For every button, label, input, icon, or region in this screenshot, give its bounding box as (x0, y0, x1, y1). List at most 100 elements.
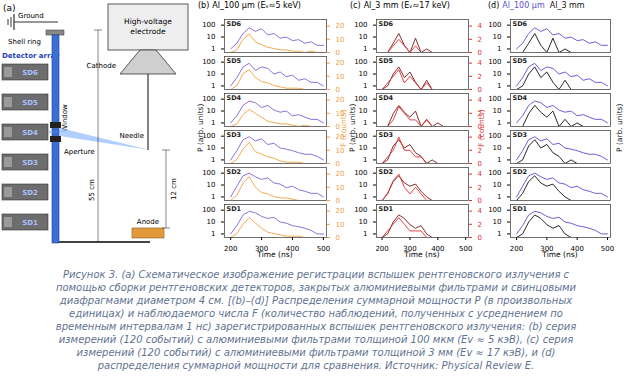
svg-text:1: 1 (363, 45, 367, 53)
svg-text:10: 10 (336, 73, 345, 81)
svg-text:1: 1 (363, 230, 367, 238)
svg-text:200: 200 (510, 245, 523, 253)
svg-text:SD3: SD3 (379, 131, 394, 139)
svg-text:100: 100 (202, 58, 215, 66)
svg-text:SD4: SD4 (227, 94, 242, 102)
svg-text:100: 100 (202, 169, 215, 177)
svg-text:10: 10 (207, 218, 216, 226)
svg-text:0: 0 (478, 197, 482, 205)
svg-text:10: 10 (493, 70, 502, 78)
svg-text:10: 10 (207, 70, 216, 78)
svg-text:1: 1 (497, 193, 501, 201)
svg-text:2: 2 (478, 184, 482, 192)
svg-text:10: 10 (359, 144, 368, 152)
svg-text:10: 10 (207, 181, 216, 189)
svg-text:SD2: SD2 (379, 168, 394, 176)
svg-text:4: 4 (478, 207, 483, 215)
svg-text:2: 2 (478, 221, 482, 229)
svg-text:SD5: SD5 (379, 57, 394, 65)
svg-text:Cathode: Cathode (87, 62, 116, 70)
svg-text:0: 0 (478, 49, 482, 57)
svg-text:0: 0 (336, 86, 340, 94)
svg-text:100: 100 (202, 95, 215, 103)
svg-text:20: 20 (336, 22, 345, 30)
svg-text:2: 2 (478, 36, 482, 44)
svg-text:SD6: SD6 (227, 20, 242, 28)
svg-text:SD3: SD3 (227, 131, 242, 139)
svg-text:1: 1 (497, 119, 501, 127)
svg-text:Ground: Ground (18, 12, 44, 20)
svg-text:1: 1 (363, 156, 367, 164)
svg-text:SD1: SD1 (513, 205, 528, 213)
svg-text:0: 0 (478, 86, 482, 94)
svg-text:SD2: SD2 (227, 168, 242, 176)
svg-text:SD1: SD1 (227, 205, 242, 213)
svg-text:10: 10 (336, 36, 345, 44)
svg-text:10: 10 (336, 147, 345, 155)
svg-text:20: 20 (336, 170, 345, 178)
svg-text:SD5: SD5 (22, 99, 38, 107)
svg-text:20: 20 (336, 59, 345, 67)
svg-text:(a): (a) (3, 3, 16, 13)
svg-text:10: 10 (207, 33, 216, 41)
svg-text:Window: Window (61, 104, 69, 132)
svg-text:1: 1 (497, 156, 501, 164)
svg-text:1: 1 (363, 119, 367, 127)
svg-text:500: 500 (459, 245, 472, 253)
svg-text:10: 10 (493, 107, 502, 115)
svg-text:100: 100 (202, 21, 215, 29)
svg-text:1: 1 (211, 119, 215, 127)
svg-text:SD1: SD1 (379, 205, 394, 213)
svg-text:10: 10 (493, 218, 502, 226)
svg-text:500: 500 (601, 245, 614, 253)
svg-text:Needle: Needle (119, 132, 144, 140)
svg-text:100: 100 (354, 206, 367, 214)
svg-text:Aperture: Aperture (64, 148, 95, 156)
svg-text:0: 0 (336, 234, 340, 242)
svg-text:1: 1 (211, 193, 215, 201)
svg-text:200: 200 (375, 245, 388, 253)
svg-text:1: 1 (211, 82, 215, 90)
svg-text:SD4: SD4 (22, 129, 38, 137)
svg-text:10: 10 (207, 144, 216, 152)
svg-text:100: 100 (488, 132, 501, 140)
svg-text:100: 100 (488, 21, 501, 29)
svg-text:10: 10 (359, 218, 368, 226)
svg-text:100: 100 (488, 58, 501, 66)
svg-text:SD5: SD5 (227, 57, 242, 65)
svg-text:100: 100 (488, 95, 501, 103)
svg-text:SD2: SD2 (513, 168, 528, 176)
svg-text:SD3: SD3 (513, 131, 528, 139)
svg-text:100: 100 (354, 58, 367, 66)
svg-text:10: 10 (493, 181, 502, 189)
svg-text:0: 0 (478, 234, 482, 242)
svg-text:2: 2 (478, 147, 482, 155)
svg-text:10: 10 (207, 107, 216, 115)
svg-text:SD6: SD6 (513, 20, 528, 28)
svg-text:10: 10 (336, 221, 345, 229)
svg-text:1: 1 (211, 156, 215, 164)
svg-text:10: 10 (359, 181, 368, 189)
svg-text:100: 100 (488, 206, 501, 214)
svg-text:0: 0 (478, 160, 482, 168)
svg-text:10: 10 (493, 144, 502, 152)
svg-text:High-voltageelectrode: High-voltageelectrode (124, 17, 172, 36)
svg-text:2: 2 (478, 73, 482, 81)
svg-text:Shell ring: Shell ring (8, 38, 41, 46)
svg-text:0: 0 (336, 160, 340, 168)
svg-text:1: 1 (497, 45, 501, 53)
svg-text:10: 10 (336, 184, 345, 192)
svg-text:SD5: SD5 (513, 57, 528, 65)
svg-text:4: 4 (478, 170, 483, 178)
svg-text:SD3: SD3 (22, 159, 38, 167)
svg-text:500: 500 (317, 245, 330, 253)
svg-text:10: 10 (493, 33, 502, 41)
svg-text:SD6: SD6 (379, 20, 394, 28)
svg-text:100: 100 (488, 169, 501, 177)
svg-text:Anode: Anode (137, 218, 159, 226)
svg-text:20: 20 (336, 207, 345, 215)
svg-text:SD4: SD4 (513, 94, 528, 102)
svg-text:SD4: SD4 (379, 94, 394, 102)
svg-text:100: 100 (202, 206, 215, 214)
svg-text:100: 100 (354, 21, 367, 29)
